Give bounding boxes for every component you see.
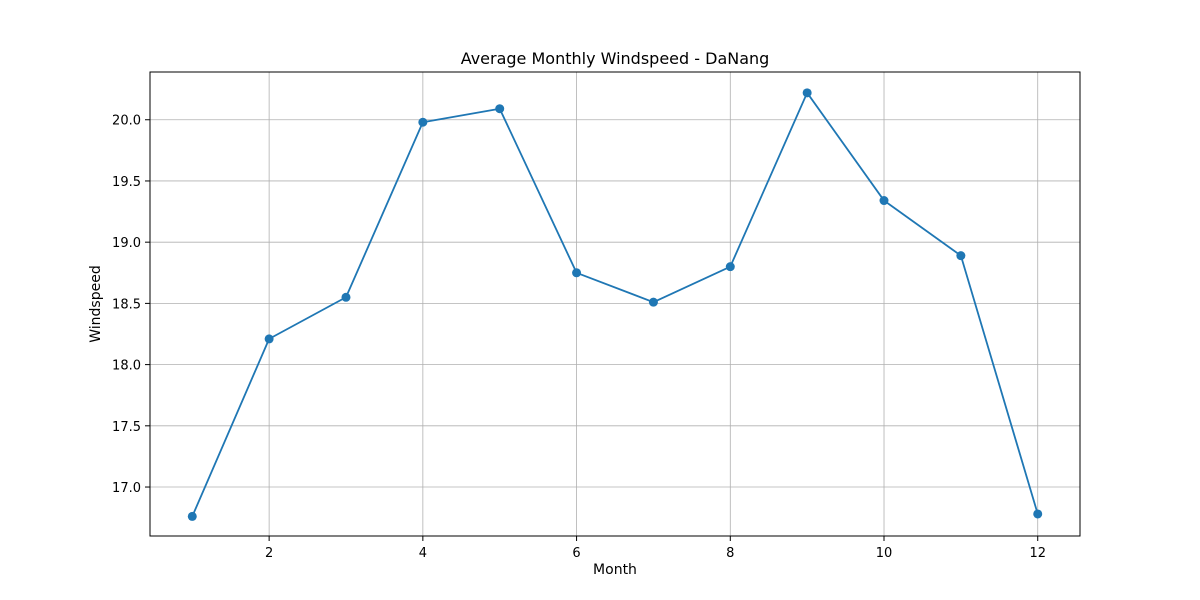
x-tick-label: 12	[1029, 546, 1046, 561]
y-tick-label: 19.0	[112, 236, 141, 251]
axis-ticks: 2 4 6 8 10 12 17.0 17.5 18.0 18.5 19.0 19.5 20.0	[112, 114, 1046, 561]
series-line	[191, 91, 1039, 517]
data-point	[956, 251, 966, 261]
x-tick-label: 2	[265, 546, 273, 561]
chart-title: Average Monthly Windspeed - DaNang	[461, 49, 770, 68]
x-tick-label: 4	[419, 546, 427, 561]
data-point	[495, 104, 505, 114]
y-tick-label: 17.5	[112, 420, 141, 435]
x-tick-label: 6	[572, 546, 580, 561]
data-point	[341, 292, 351, 302]
plot-area-frame	[149, 71, 1081, 537]
data-point	[187, 511, 197, 521]
y-axis-label: Windspeed	[88, 265, 104, 342]
data-point	[725, 262, 735, 272]
y-tick-label: 20.0	[112, 114, 141, 129]
grid-lines	[150, 72, 1080, 536]
y-tick-label: 19.5	[112, 175, 141, 190]
y-tick-label: 18.5	[112, 297, 141, 312]
data-point	[879, 196, 889, 206]
x-axis-label: Month	[593, 562, 637, 578]
x-tick-label: 10	[876, 546, 893, 561]
data-point	[264, 334, 274, 344]
data-point	[1033, 509, 1043, 519]
y-tick-label: 17.0	[112, 481, 141, 496]
x-tick-label: 8	[726, 546, 734, 561]
data-point	[648, 297, 658, 307]
y-tick-label: 18.0	[112, 359, 141, 374]
data-point	[418, 117, 428, 127]
data-point	[802, 88, 812, 98]
data-point	[572, 268, 582, 278]
series-layer	[187, 88, 1043, 521]
